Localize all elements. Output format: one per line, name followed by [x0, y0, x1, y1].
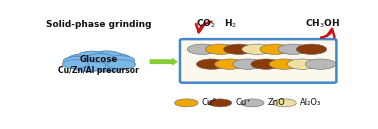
Circle shape	[63, 56, 91, 66]
Circle shape	[76, 54, 121, 70]
Circle shape	[71, 60, 106, 72]
Circle shape	[107, 60, 135, 69]
Text: H$_2$: H$_2$	[224, 18, 237, 30]
Circle shape	[205, 44, 236, 54]
Text: Glucose: Glucose	[79, 55, 118, 64]
Circle shape	[67, 54, 100, 65]
Text: CH$_3$OH: CH$_3$OH	[305, 18, 340, 30]
Text: Solid-phase grinding: Solid-phase grinding	[46, 21, 151, 29]
Circle shape	[90, 60, 126, 72]
Circle shape	[95, 53, 131, 65]
Text: ZnO: ZnO	[268, 98, 285, 107]
Text: Cu/Zn/Al precursor: Cu/Zn/Al precursor	[58, 66, 139, 75]
Circle shape	[196, 59, 227, 69]
Circle shape	[251, 59, 281, 69]
Text: Al₂O₃: Al₂O₃	[300, 98, 321, 107]
Circle shape	[287, 59, 318, 69]
Circle shape	[62, 60, 89, 69]
Circle shape	[233, 59, 263, 69]
Circle shape	[260, 44, 290, 54]
Text: Cu⁺: Cu⁺	[235, 98, 251, 107]
Circle shape	[105, 56, 135, 66]
Circle shape	[92, 51, 121, 61]
Text: Cu°: Cu°	[201, 98, 217, 107]
Circle shape	[296, 44, 327, 54]
FancyBboxPatch shape	[180, 39, 336, 83]
Circle shape	[278, 44, 308, 54]
Circle shape	[175, 99, 198, 107]
Circle shape	[240, 99, 264, 107]
Circle shape	[273, 99, 296, 107]
Circle shape	[208, 99, 232, 107]
Circle shape	[224, 44, 254, 54]
Circle shape	[78, 51, 106, 61]
Text: CO$_2$: CO$_2$	[197, 18, 216, 30]
Circle shape	[242, 44, 272, 54]
Circle shape	[215, 59, 245, 69]
Circle shape	[269, 59, 299, 69]
Circle shape	[187, 44, 218, 54]
Circle shape	[305, 59, 336, 69]
Circle shape	[87, 54, 113, 62]
